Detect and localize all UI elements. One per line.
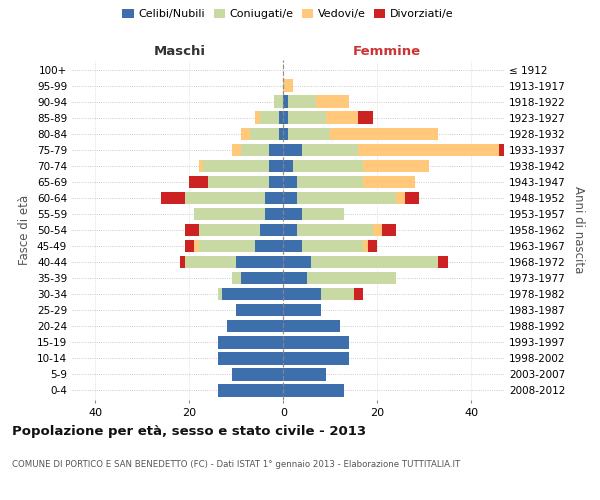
Bar xyxy=(185,240,194,252)
Bar xyxy=(316,96,349,108)
Bar xyxy=(326,112,358,124)
Bar xyxy=(438,256,448,268)
Bar xyxy=(269,176,283,188)
Bar xyxy=(283,320,340,332)
Bar xyxy=(363,160,429,172)
Bar xyxy=(283,368,326,380)
Text: Femmine: Femmine xyxy=(353,46,421,59)
Bar xyxy=(283,176,298,188)
Bar xyxy=(330,128,438,140)
Bar xyxy=(283,384,344,396)
Bar xyxy=(236,256,283,268)
Bar xyxy=(368,240,377,252)
Bar xyxy=(161,192,185,204)
Bar xyxy=(406,192,419,204)
Bar xyxy=(363,176,415,188)
Bar xyxy=(260,224,283,236)
Bar xyxy=(283,272,307,284)
Legend: Celibi/Nubili, Coniugati/e, Vedovi/e, Divorziati/e: Celibi/Nubili, Coniugati/e, Vedovi/e, Di… xyxy=(118,4,458,24)
Bar xyxy=(283,160,293,172)
Bar xyxy=(278,112,283,124)
Bar xyxy=(288,96,316,108)
Bar xyxy=(288,112,326,124)
Bar xyxy=(199,240,255,252)
Bar xyxy=(241,272,283,284)
Bar xyxy=(283,288,321,300)
Bar xyxy=(185,256,236,268)
Bar xyxy=(269,144,283,156)
Bar xyxy=(278,128,283,140)
Bar xyxy=(288,128,330,140)
Bar xyxy=(283,80,293,92)
Bar xyxy=(302,208,344,220)
Bar xyxy=(241,128,250,140)
Bar xyxy=(302,144,358,156)
Bar xyxy=(218,384,283,396)
Bar xyxy=(283,208,302,220)
Bar xyxy=(218,336,283,348)
Bar xyxy=(499,144,509,156)
Bar xyxy=(358,112,373,124)
Bar xyxy=(307,272,396,284)
Bar xyxy=(255,240,283,252)
Bar xyxy=(382,224,396,236)
Bar xyxy=(208,176,269,188)
Bar xyxy=(265,192,283,204)
Bar xyxy=(354,288,363,300)
Text: Maschi: Maschi xyxy=(154,46,206,59)
Bar xyxy=(283,128,288,140)
Bar xyxy=(298,224,373,236)
Bar xyxy=(283,224,298,236)
Bar xyxy=(222,288,283,300)
Bar xyxy=(298,192,396,204)
Bar xyxy=(283,144,302,156)
Bar xyxy=(269,160,283,172)
Bar xyxy=(236,304,283,316)
Y-axis label: Fasce di età: Fasce di età xyxy=(19,195,31,265)
Bar xyxy=(298,176,363,188)
Bar xyxy=(373,224,382,236)
Bar xyxy=(194,208,265,220)
Bar xyxy=(190,176,208,188)
Bar xyxy=(203,160,269,172)
Bar xyxy=(283,96,288,108)
Bar xyxy=(293,160,363,172)
Bar xyxy=(283,112,288,124)
Bar xyxy=(274,96,283,108)
Bar xyxy=(185,192,265,204)
Bar xyxy=(358,144,499,156)
Bar xyxy=(255,112,260,124)
Bar xyxy=(283,304,321,316)
Bar xyxy=(283,256,311,268)
Bar xyxy=(283,192,298,204)
Bar xyxy=(218,288,222,300)
Bar xyxy=(265,208,283,220)
Bar xyxy=(241,144,269,156)
Bar xyxy=(199,224,260,236)
Bar xyxy=(180,256,185,268)
Text: COMUNE DI PORTICO E SAN BENEDETTO (FC) - Dati ISTAT 1° gennaio 2013 - Elaborazio: COMUNE DI PORTICO E SAN BENEDETTO (FC) -… xyxy=(12,460,460,469)
Bar xyxy=(311,256,438,268)
Bar xyxy=(232,272,241,284)
Bar xyxy=(218,352,283,364)
Bar xyxy=(260,112,278,124)
Y-axis label: Anni di nascita: Anni di nascita xyxy=(572,186,585,274)
Bar xyxy=(185,224,199,236)
Bar xyxy=(227,320,283,332)
Bar xyxy=(199,160,203,172)
Bar xyxy=(396,192,406,204)
Bar xyxy=(194,240,199,252)
Bar xyxy=(232,368,283,380)
Text: Popolazione per età, sesso e stato civile - 2013: Popolazione per età, sesso e stato civil… xyxy=(12,425,366,438)
Bar xyxy=(283,352,349,364)
Bar xyxy=(250,128,278,140)
Bar xyxy=(283,336,349,348)
Bar xyxy=(232,144,241,156)
Bar xyxy=(363,240,368,252)
Bar xyxy=(283,240,302,252)
Bar xyxy=(302,240,363,252)
Bar xyxy=(321,288,354,300)
